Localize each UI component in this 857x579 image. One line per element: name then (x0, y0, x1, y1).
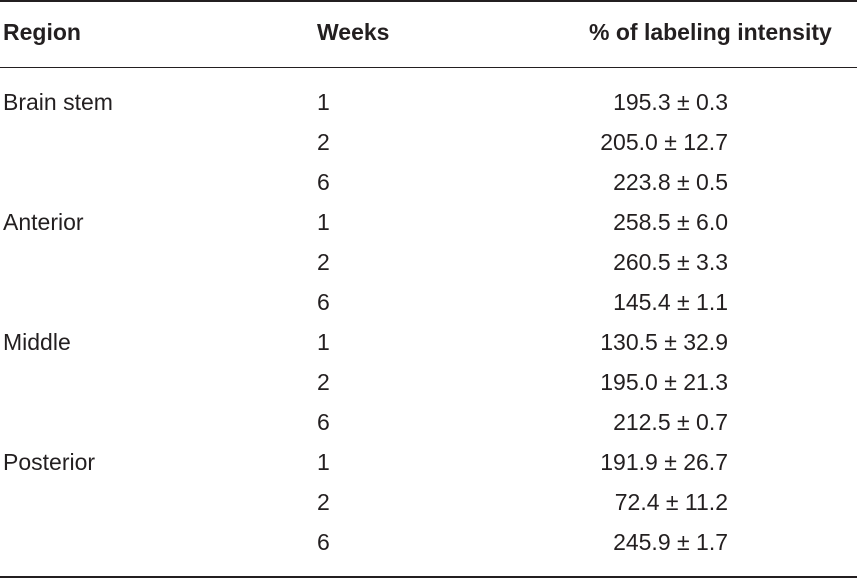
table-header-row: Region Weeks % of labeling intensity (0, 14, 857, 54)
table-row: 6 223.8 ± 0.5 (0, 162, 857, 202)
header-weeks: Weeks (317, 19, 390, 45)
header-labeling-intensity: % of labeling intensity (589, 19, 832, 45)
cell-intensity: 195.3 ± 0.3 (588, 82, 728, 122)
table-row: Brain stem 1 195.3 ± 0.3 (0, 82, 857, 122)
cell-weeks: 2 (317, 369, 330, 395)
cell-intensity-text: 212.5 ± 0.7 (613, 409, 728, 435)
table-top-rule (0, 0, 857, 2)
cell-region: Posterior (3, 449, 96, 475)
cell-intensity-text: 258.5 ± 6.0 (613, 209, 728, 235)
cell-region: Brain stem (3, 89, 113, 115)
cell-intensity-text: 72.4 ± 11.2 (614, 489, 728, 515)
cell-weeks: 1 (317, 449, 330, 475)
cell-intensity-text: 205.0 ± 12.7 (600, 129, 728, 155)
cell-intensity: 72.4 ± 11.2 (588, 482, 728, 522)
cell-intensity-text: 130.5 ± 32.9 (600, 329, 728, 355)
cell-weeks: 2 (317, 129, 330, 155)
cell-intensity: 195.0 ± 21.3 (588, 362, 728, 402)
cell-intensity-text: 245.9 ± 1.7 (613, 529, 728, 555)
cell-intensity: 223.8 ± 0.5 (588, 162, 728, 202)
cell-weeks: 6 (317, 409, 330, 435)
cell-intensity: 260.5 ± 3.3 (588, 242, 728, 282)
table-row: 6 145.4 ± 1.1 (0, 282, 857, 322)
cell-weeks: 6 (317, 289, 330, 315)
table-row: 2 205.0 ± 12.7 (0, 122, 857, 162)
table-row: 2 195.0 ± 21.3 (0, 362, 857, 402)
cell-intensity: 145.4 ± 1.1 (588, 282, 728, 322)
cell-intensity-text: 195.3 ± 0.3 (613, 89, 728, 115)
table-row: 2 72.4 ± 11.2 (0, 482, 857, 522)
cell-intensity: 205.0 ± 12.7 (588, 122, 728, 162)
table-body: Brain stem 1 195.3 ± 0.3 2 205.0 ± 12.7 … (0, 82, 857, 562)
table-bottom-rule (0, 576, 857, 578)
table-row: 2 260.5 ± 3.3 (0, 242, 857, 282)
cell-weeks: 2 (317, 249, 330, 275)
cell-intensity-text: 195.0 ± 21.3 (600, 369, 728, 395)
table-row: Anterior 1 258.5 ± 6.0 (0, 202, 857, 242)
header-region: Region (3, 19, 81, 45)
cell-region: Middle (3, 329, 71, 355)
cell-intensity: 258.5 ± 6.0 (588, 202, 728, 242)
cell-weeks: 1 (317, 209, 330, 235)
cell-intensity: 212.5 ± 0.7 (588, 402, 728, 442)
cell-weeks: 1 (317, 89, 330, 115)
cell-intensity: 130.5 ± 32.9 (588, 322, 728, 362)
cell-intensity-text: 260.5 ± 3.3 (613, 249, 728, 275)
cell-intensity: 191.9 ± 26.7 (588, 442, 728, 482)
cell-intensity-text: 191.9 ± 26.7 (600, 449, 728, 475)
cell-weeks: 6 (317, 169, 330, 195)
table-row: 6 212.5 ± 0.7 (0, 402, 857, 442)
cell-intensity: 245.9 ± 1.7 (588, 522, 728, 562)
cell-region: Anterior (3, 209, 84, 235)
cell-weeks: 6 (317, 529, 330, 555)
table-header-rule (0, 67, 857, 68)
table-row: 6 245.9 ± 1.7 (0, 522, 857, 562)
table-row: Posterior 1 191.9 ± 26.7 (0, 442, 857, 482)
table-row: Middle 1 130.5 ± 32.9 (0, 322, 857, 362)
cell-weeks: 2 (317, 489, 330, 515)
cell-intensity-text: 223.8 ± 0.5 (613, 169, 728, 195)
cell-intensity-text: 145.4 ± 1.1 (613, 289, 728, 315)
cell-weeks: 1 (317, 329, 330, 355)
